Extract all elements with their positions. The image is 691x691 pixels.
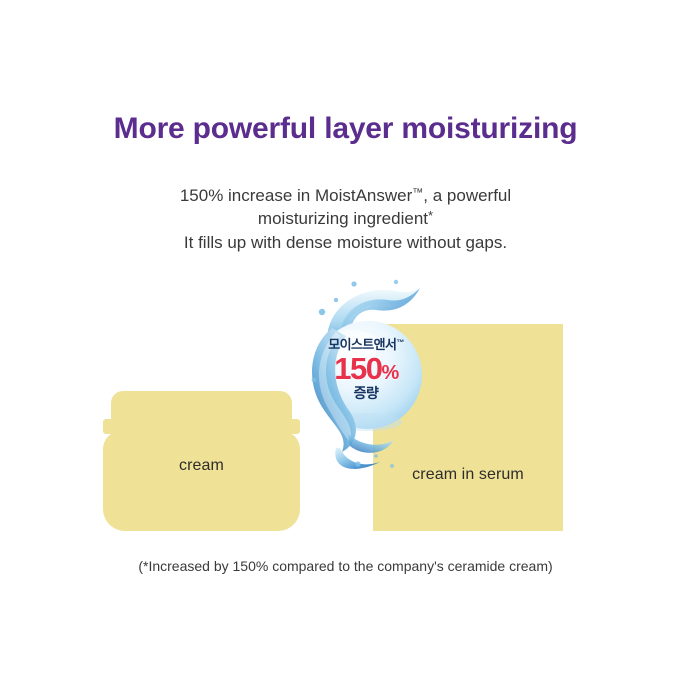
jar-rim-left-shape: [103, 419, 115, 434]
water-droplet: [311, 377, 317, 383]
water-droplet: [351, 281, 357, 287]
water-droplet: [333, 297, 339, 303]
cream-jar-label: cream: [179, 457, 224, 474]
footnote-marker-icon: *: [428, 208, 434, 224]
jar-rim-right-shape: [288, 419, 300, 434]
water-ribbon-left-highlight: [318, 332, 352, 442]
page-title: More powerful layer moisturizing: [113, 112, 578, 145]
jar-lid-shape: [111, 391, 292, 434]
footnote: (*Increased by 150% compared to the comp…: [138, 558, 553, 574]
moisture-badge: 모이스트앤서™ 150% 증량: [296, 276, 436, 472]
water-droplet: [318, 308, 326, 316]
cream-in-serum-label: cream in serum: [412, 466, 524, 483]
water-droplet: [374, 454, 378, 458]
water-ribbon-left: [312, 328, 356, 452]
subtitle-line-1-text-a: 150% increase in MoistAnswer: [179, 186, 413, 205]
water-splash-sphere-icon: [311, 279, 422, 469]
subtitle-line-1-text-b: , a powerful: [423, 186, 512, 205]
subtitle-line-2-text: moisturizing ingredient: [257, 209, 429, 229]
water-arc-upper-inner: [339, 288, 420, 344]
water-droplet: [355, 461, 361, 467]
subtitle-line-2: moisturizing ingredient*: [0, 207, 691, 230]
water-droplet: [390, 464, 394, 468]
trademark-icon: ™: [412, 187, 424, 199]
jar-body-shape: [103, 431, 300, 531]
subtitle-block: 150% increase in MoistAnswer™, a powerfu…: [0, 184, 691, 254]
water-splash-tail-2: [348, 434, 394, 453]
cream-jar-illustration: cream: [103, 391, 300, 531]
subtitle-line-1: 150% increase in MoistAnswer™, a powerfu…: [0, 184, 691, 207]
water-splash-tail: [335, 448, 380, 469]
water-droplet: [393, 279, 399, 285]
subtitle-line-3: It fills up with dense moisture without …: [183, 232, 508, 252]
